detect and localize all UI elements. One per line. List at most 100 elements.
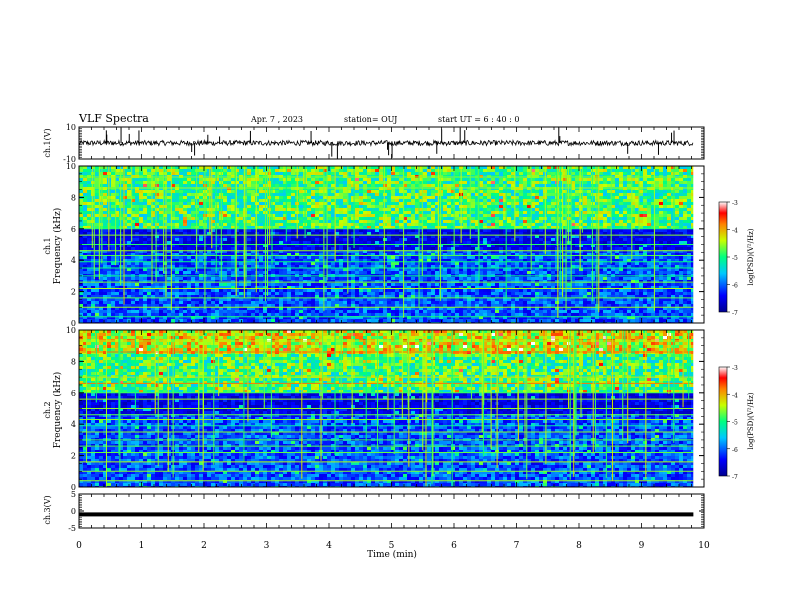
ch1-spectrogram-cell xyxy=(95,244,99,247)
ch1-spectrogram-cell xyxy=(299,181,303,184)
ch1-spectrogram-cell xyxy=(99,250,103,253)
ch1-spectrogram-cell xyxy=(283,178,287,181)
ch1-spectrogram-cell xyxy=(275,208,279,211)
ch1-spectrogram-cell xyxy=(535,193,539,196)
ch1-spectrogram-cell xyxy=(619,226,623,229)
ch1-spectrogram-cell xyxy=(247,232,251,235)
ch1-spectrogram-cell xyxy=(383,199,387,202)
ch1-spectrogram-cell xyxy=(607,232,611,235)
ch1-spectrogram-cell xyxy=(519,211,523,214)
ch1-spectrogram-cell xyxy=(487,223,491,226)
ch1-spectrogram-cell xyxy=(95,226,99,229)
ch1-spectrogram-cell xyxy=(539,250,543,253)
ch1-spectrogram-cell xyxy=(503,193,507,196)
ch1-spectrogram-cell xyxy=(651,184,655,187)
ch1-spectrogram-cell xyxy=(667,184,671,187)
ch1-spectrogram-cell xyxy=(371,220,375,223)
ch1-spectrogram-cell xyxy=(211,199,215,202)
ch1-spectrogram-cell xyxy=(535,202,539,205)
ch1-spectrogram-cell xyxy=(379,238,383,241)
ch1-spectrogram-cell xyxy=(123,196,127,199)
ch1-spectrogram-cell xyxy=(111,247,115,250)
ch1-spectrogram-cell xyxy=(187,208,191,211)
ch1-spectrogram-cell xyxy=(487,172,491,175)
ch1-spectrogram-cell xyxy=(239,190,243,193)
ch1-spectrogram-cell xyxy=(275,232,279,235)
ch1-spectrogram-cell xyxy=(687,193,691,196)
ch1-spectrogram-cell xyxy=(127,247,131,250)
ch1-spectrogram-cell xyxy=(315,226,319,229)
ch1-spectrogram-cell xyxy=(383,205,387,208)
ch1-spectrogram-cell xyxy=(347,196,351,199)
ch1-spectrogram-cell xyxy=(371,253,375,256)
ch1-spectrogram-cell xyxy=(547,205,551,208)
ch1-spectrogram-cell xyxy=(455,220,459,223)
ch1-spectrogram-cell xyxy=(259,178,263,181)
ch1-spectrogram-cell xyxy=(367,247,371,250)
ch1-spectrogram-cell xyxy=(599,169,603,172)
ch1-spectrogram-cell xyxy=(227,211,231,214)
ch1-spectrogram-cell xyxy=(199,229,203,232)
ch1-spectrogram-cell xyxy=(187,169,191,172)
ch1-spectrogram-cell xyxy=(607,208,611,211)
ch1-spectrogram-cell xyxy=(419,202,423,205)
ch1-spectrogram-cell xyxy=(323,247,327,250)
ch1-spectrogram-cell xyxy=(235,241,239,244)
ch1-spectrogram-cell xyxy=(403,190,407,193)
ch1-spectrogram-cell xyxy=(607,190,611,193)
ch1-spectrogram-cell xyxy=(139,229,143,232)
ch1-spectrogram-cell xyxy=(115,235,119,238)
ch1-spectrogram-cell xyxy=(131,232,135,235)
ch1-spectrogram-cell xyxy=(683,238,687,241)
ch1-spectrogram-cell xyxy=(607,250,611,253)
ch1-spectrogram-cell xyxy=(483,211,487,214)
ch1-spectrogram-cell xyxy=(611,208,615,211)
ch1-spectrogram-cell xyxy=(147,235,151,238)
ch1-spectrogram-cell xyxy=(419,217,423,220)
ch1-spectrogram-cell xyxy=(599,211,603,214)
ch1-spectrogram-cell xyxy=(579,196,583,199)
ch1-spectrogram-cell xyxy=(311,217,315,220)
ch1-spectrogram-cell xyxy=(627,256,631,259)
ch1-spectrogram-cell xyxy=(547,244,551,247)
ch1-spectrogram-cell xyxy=(271,235,275,238)
ch1-spectrogram-cell xyxy=(251,190,255,193)
ch1-spectrogram-cell xyxy=(635,214,639,217)
ch1-spectrogram-cell xyxy=(511,184,515,187)
ch1-spectrogram-cell xyxy=(259,244,263,247)
ch1-spectrogram-cell xyxy=(227,187,231,190)
ch1-spectrogram-cell xyxy=(135,202,139,205)
ch1-spectrogram-cell xyxy=(359,238,363,241)
ch1-spectrogram-cell xyxy=(559,223,563,226)
ch1-spectrogram-cell xyxy=(239,226,243,229)
ch1-spectrogram-cell xyxy=(83,196,87,199)
ch1-spectrogram-cell xyxy=(535,181,539,184)
ch1-spectrogram-cell xyxy=(475,184,479,187)
ch1-spectrogram-cell xyxy=(187,238,191,241)
ch1-spectrogram-cell xyxy=(183,217,187,220)
ch1-spectrogram-cell xyxy=(475,205,479,208)
ch1-spectrogram-cell xyxy=(79,214,83,217)
ch1-spectrogram-cell xyxy=(355,238,359,241)
ch1-spectrogram-cell xyxy=(183,166,187,169)
ch1-spectrogram-cell xyxy=(215,232,219,235)
ch1-spectrogram-cell xyxy=(179,187,183,190)
ch1-spectrogram-cell xyxy=(359,172,363,175)
ch1-spectrogram-cell xyxy=(87,241,91,244)
ch1-spectrogram-cell xyxy=(339,244,343,247)
ch1-spectrogram-cell xyxy=(515,169,519,172)
ch1-spectrogram-cell xyxy=(591,181,595,184)
ch1-spectrogram-cell xyxy=(199,181,203,184)
ch1-spectrogram-cell xyxy=(515,256,519,259)
ch1-spectrogram-cell xyxy=(623,196,627,199)
ch1-spectrogram-cell xyxy=(551,256,555,259)
ch1-spectrogram-cell xyxy=(383,241,387,244)
ch1-spectrogram-cell xyxy=(663,211,667,214)
ch1-spectrogram-cell xyxy=(247,238,251,241)
ch1-spectrogram-cell xyxy=(251,202,255,205)
ch1-spectrogram-cell xyxy=(251,229,255,232)
ch1-spectrogram-cell xyxy=(675,217,679,220)
ch1-spectrogram-cell xyxy=(623,244,627,247)
ch1-spectrogram-cell xyxy=(391,220,395,223)
ch1-spectrogram-cell xyxy=(183,193,187,196)
